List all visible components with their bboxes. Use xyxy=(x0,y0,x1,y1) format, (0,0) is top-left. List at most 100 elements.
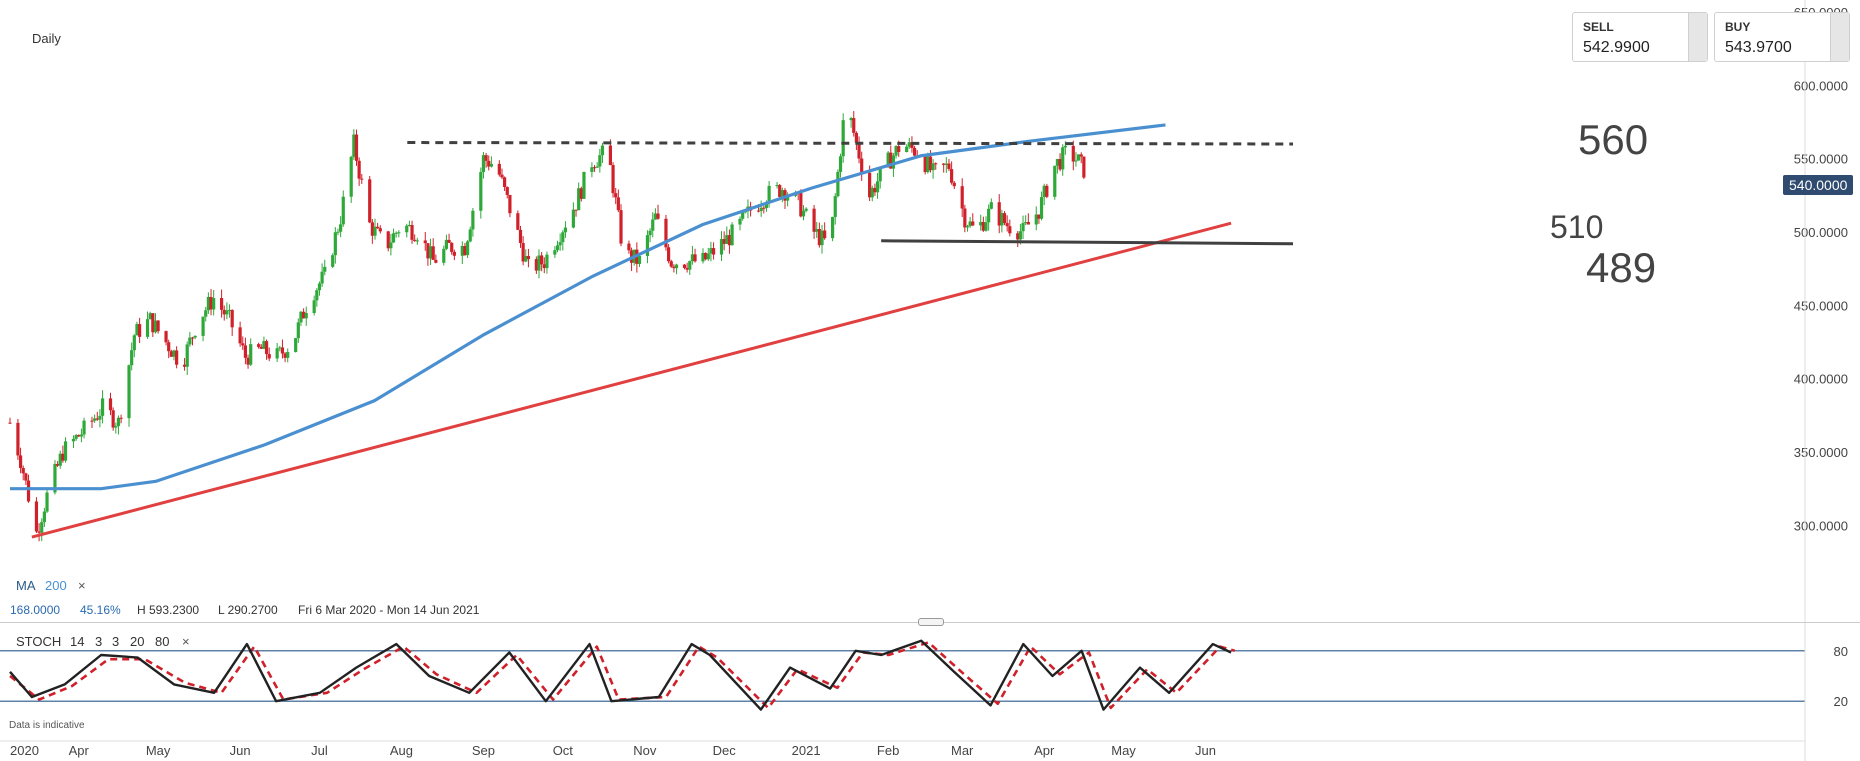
candle-body xyxy=(299,311,303,323)
candle-body xyxy=(1074,160,1078,162)
candle-body xyxy=(447,239,451,243)
candle-body xyxy=(579,188,583,199)
candle-body xyxy=(114,426,118,428)
candle-body xyxy=(190,337,195,339)
candle-body xyxy=(540,255,544,265)
x-tick-label: Feb xyxy=(877,743,899,758)
candle-body xyxy=(423,240,427,244)
buy-label: BUY xyxy=(1725,20,1751,34)
timeframe-label[interactable]: Daily xyxy=(32,31,61,46)
ma-level-label: 510 xyxy=(1550,209,1603,245)
candle-body xyxy=(349,156,353,197)
x-tick-label: Jun xyxy=(1195,743,1216,758)
candle-body xyxy=(1002,213,1007,224)
candle-body xyxy=(93,418,97,421)
candle-body xyxy=(77,435,81,437)
candle-body xyxy=(167,342,171,352)
buy-bar xyxy=(1830,13,1849,61)
candle-body xyxy=(34,501,39,532)
candle-body xyxy=(42,511,46,523)
candle-body xyxy=(222,309,226,315)
stoch-legend-lower[interactable]: 20 xyxy=(130,634,145,649)
candle-body xyxy=(725,235,729,244)
candle-body xyxy=(645,235,650,256)
candle-body xyxy=(849,118,853,121)
candle-body xyxy=(100,398,105,416)
candle-body xyxy=(56,464,60,466)
candle-body xyxy=(786,195,790,201)
candle-body xyxy=(1026,222,1030,225)
candle-body xyxy=(762,207,766,209)
candle-body xyxy=(989,202,993,209)
candle-body xyxy=(153,320,158,333)
x-tick-label: May xyxy=(1111,743,1136,758)
candle-body xyxy=(656,213,660,219)
candle-body xyxy=(479,172,483,211)
sell-button[interactable]: SELL 542.9900 xyxy=(1572,12,1708,62)
candle-body xyxy=(923,156,927,173)
candle-body xyxy=(336,231,340,233)
stoch-legend-smooth[interactable]: 3 xyxy=(112,634,120,649)
y-tick-label: 550.0000 xyxy=(1794,152,1848,167)
candle-body xyxy=(669,261,673,267)
candle-body xyxy=(357,160,361,179)
candle-body xyxy=(138,324,142,337)
candle-body xyxy=(598,155,602,167)
candle-body xyxy=(111,410,115,428)
support-line xyxy=(881,239,1294,246)
candle-body xyxy=(452,251,456,256)
candle-body xyxy=(175,350,179,365)
candle-body xyxy=(283,353,287,358)
sell-bar xyxy=(1688,13,1707,61)
stoch-legend-upper[interactable]: 80 xyxy=(155,634,170,649)
candle-body xyxy=(968,221,972,227)
buy-button[interactable]: BUY 543.9700 xyxy=(1714,12,1850,62)
candle-body xyxy=(484,155,488,161)
y-tick-label: 400.0000 xyxy=(1794,372,1848,387)
stoch-k-line xyxy=(9,639,1232,711)
candle-body xyxy=(971,221,975,226)
candle-body xyxy=(450,242,454,252)
pane-resize-handle[interactable] xyxy=(918,618,944,626)
ma-remove-icon[interactable]: × xyxy=(78,578,86,593)
candle-body xyxy=(58,453,62,466)
candle-body xyxy=(965,226,970,228)
candle-body xyxy=(905,146,909,152)
candle-body xyxy=(201,316,205,336)
candle-body xyxy=(558,242,562,246)
candle-body xyxy=(394,232,398,234)
candle-body xyxy=(987,208,991,223)
candle-body xyxy=(108,398,113,411)
stoch-tick-label: 20 xyxy=(1834,694,1848,709)
ma-legend-period[interactable]: 200 xyxy=(45,578,67,593)
candle-body xyxy=(931,163,935,171)
x-tick-label: Sep xyxy=(472,743,495,758)
candle-body xyxy=(246,357,250,365)
stoch-legend-d[interactable]: 3 xyxy=(95,634,103,649)
candle-body xyxy=(127,365,131,419)
candle-body xyxy=(95,418,99,420)
stoch-remove-icon[interactable]: × xyxy=(182,634,190,649)
candle-body xyxy=(542,264,546,269)
candle-body xyxy=(434,259,438,263)
candle-body xyxy=(730,224,734,246)
candle-body xyxy=(688,261,692,270)
candle-body xyxy=(701,252,705,262)
candle-body xyxy=(397,232,401,234)
candle-body xyxy=(230,309,234,328)
candle-body xyxy=(227,309,232,311)
candle-body xyxy=(778,185,782,197)
stoch-legend-k[interactable]: 14 xyxy=(70,634,85,649)
candle-body xyxy=(672,266,676,269)
stat-change-pct: 45.16% xyxy=(80,603,121,617)
candle-body xyxy=(135,324,139,336)
x-tick-label: Apr xyxy=(69,743,90,758)
candle-body xyxy=(1055,159,1060,166)
candle-body xyxy=(590,167,594,172)
candle-body xyxy=(71,438,76,442)
candle-body xyxy=(315,290,319,301)
candle-body xyxy=(368,179,372,223)
candle-body xyxy=(354,134,359,161)
candle-body xyxy=(471,210,475,230)
